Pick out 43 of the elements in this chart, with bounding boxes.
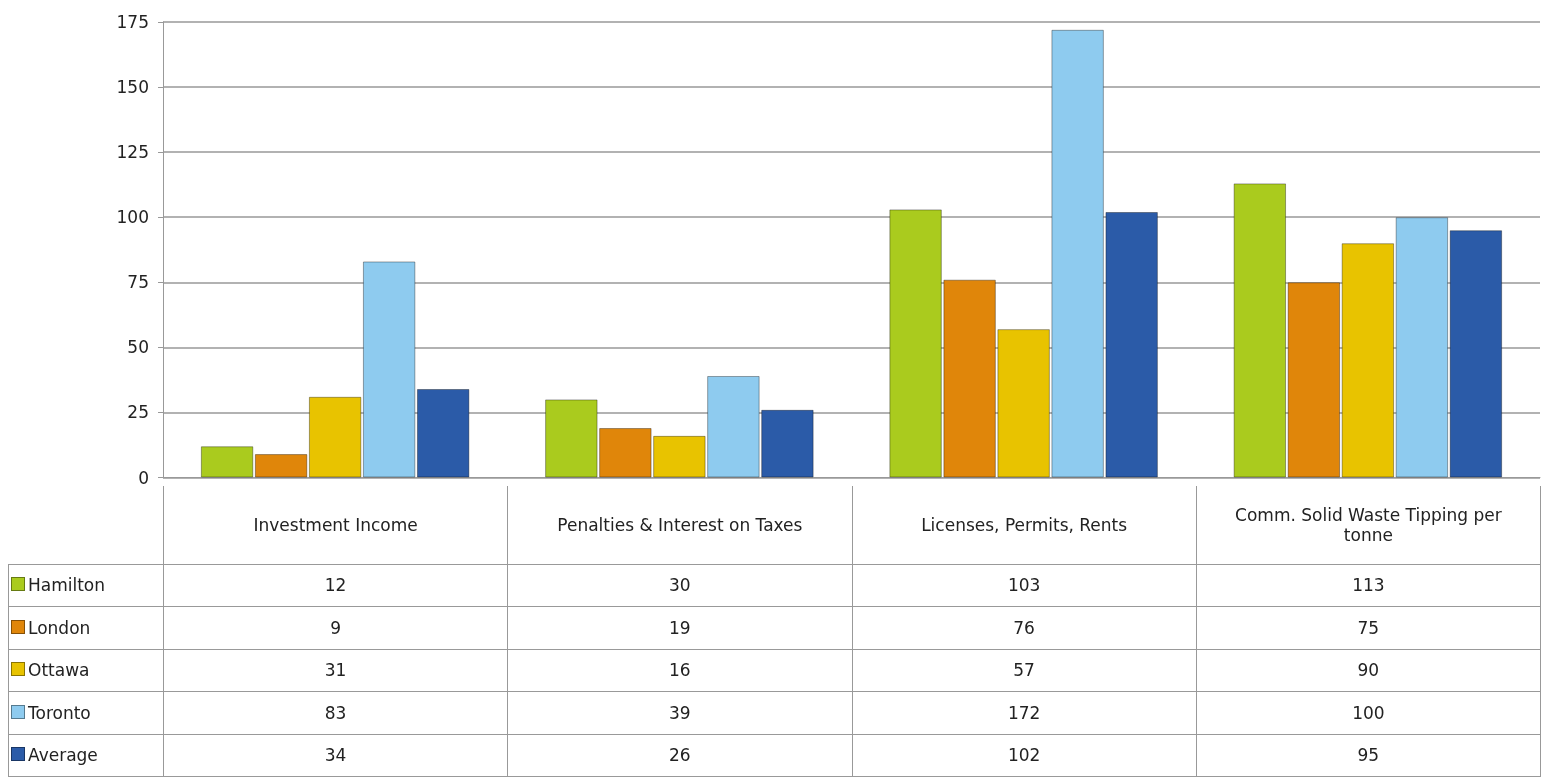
y-tick-label: 150 (116, 77, 149, 98)
y-tick-label: 125 (116, 142, 149, 163)
data-label: 39 (507, 691, 852, 734)
data-label: 12 (163, 564, 508, 607)
legend-label: Toronto (8, 691, 164, 734)
bar (254, 454, 308, 478)
bar (1395, 217, 1449, 478)
x-tick-label: Investment Income (163, 486, 508, 564)
bar (1341, 243, 1395, 478)
legend-label: Average (8, 734, 164, 777)
data-label: 9 (163, 606, 508, 649)
y-tick-label: 100 (116, 207, 149, 228)
data-label: 113 (1196, 564, 1541, 607)
data-label: 172 (852, 691, 1197, 734)
data-label: 95 (1196, 734, 1541, 777)
legend-label: London (8, 606, 164, 649)
y-tick-label: 75 (127, 272, 149, 293)
data-label: 90 (1196, 649, 1541, 692)
y-tick-label: 50 (127, 337, 149, 358)
bar (200, 446, 254, 478)
data-label: 34 (163, 734, 508, 777)
data-label: 19 (507, 606, 852, 649)
x-tick-label: Licenses, Permits, Rents (852, 486, 1197, 564)
data-label: 57 (852, 649, 1197, 692)
data-label: 102 (852, 734, 1197, 777)
x-tick-label: Penalties & Interest on Taxes (507, 486, 852, 564)
bar (308, 396, 362, 478)
data-label: 26 (507, 734, 852, 777)
data-label: 83 (163, 691, 508, 734)
data-label: 100 (1196, 691, 1541, 734)
data-label: 30 (507, 564, 852, 607)
data-label: 75 (1196, 606, 1541, 649)
legend-label: Hamilton (8, 564, 164, 607)
y-tick-label: 175 (116, 12, 149, 32)
data-label: 31 (163, 649, 508, 692)
bar (1449, 230, 1503, 478)
legend-label: Ottawa (8, 649, 164, 692)
x-tick-label: Comm. Solid Waste Tipping per tonne (1196, 486, 1541, 564)
data-label: 76 (852, 606, 1197, 649)
data-label: 103 (852, 564, 1197, 607)
y-tick-label: 0 (138, 467, 149, 488)
data-label: 16 (507, 649, 852, 692)
y-tick-label: 25 (127, 402, 149, 423)
